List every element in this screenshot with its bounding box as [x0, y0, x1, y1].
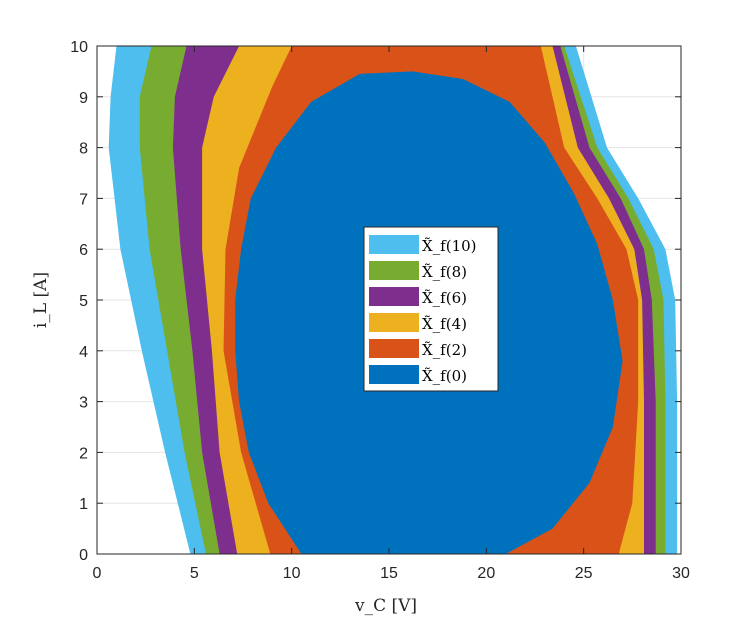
- y-tick-label: 9: [79, 90, 88, 107]
- x-tick-label: 15: [380, 565, 398, 582]
- y-tick-label: 10: [70, 39, 88, 56]
- legend-swatch-0: [369, 235, 419, 254]
- legend: X̃_f(10) X̃_f(8) X̃_f(6) X̃_f(4) X̃_f(2) X̃_f…: [363, 226, 499, 392]
- legend-swatch-5: [369, 365, 419, 384]
- y-tick-label: 8: [79, 141, 88, 158]
- y-tick-label: 2: [79, 445, 88, 462]
- legend-swatch-3: [369, 313, 419, 332]
- y-tick-label: 6: [79, 242, 88, 259]
- y-tick-label: 1: [79, 496, 88, 513]
- legend-label-1: X̃_f(8): [422, 263, 467, 281]
- legend-label-2: X̃_f(6): [422, 289, 467, 307]
- y-tick-label: 4: [79, 344, 88, 361]
- legend-label-4: X̃_f(2): [422, 341, 467, 359]
- y-tick-label: 3: [79, 395, 88, 412]
- regions: [108, 46, 678, 554]
- y-tick-label: 0: [79, 547, 88, 564]
- legend-swatch-4: [369, 339, 419, 358]
- x-tick-label: 30: [672, 565, 690, 582]
- x-tick-label: 10: [283, 565, 301, 582]
- legend-box: [363, 226, 499, 392]
- legend-swatch-1: [369, 261, 419, 280]
- x-tick-label: 25: [575, 565, 593, 582]
- y-axis-label: i_L [A]: [31, 272, 51, 328]
- y-tick-label: 5: [79, 293, 88, 310]
- x-tick-label: 5: [190, 565, 199, 582]
- legend-label-5: X̃_f(0): [422, 367, 467, 385]
- x-axis-label: v_C [V]: [354, 596, 417, 616]
- x-tick-label: 20: [477, 565, 495, 582]
- x-tick-label: 0: [93, 565, 102, 582]
- legend-swatch-2: [369, 287, 419, 306]
- ticks: 0 5 10 15 20 25 30 0 1 2 3 4 5 6 7 8 9 10: [70, 39, 690, 582]
- y-tick-label: 7: [79, 191, 88, 208]
- legend-label-0: X̃_f(10): [422, 237, 477, 255]
- legend-label-3: X̃_f(4): [422, 315, 467, 333]
